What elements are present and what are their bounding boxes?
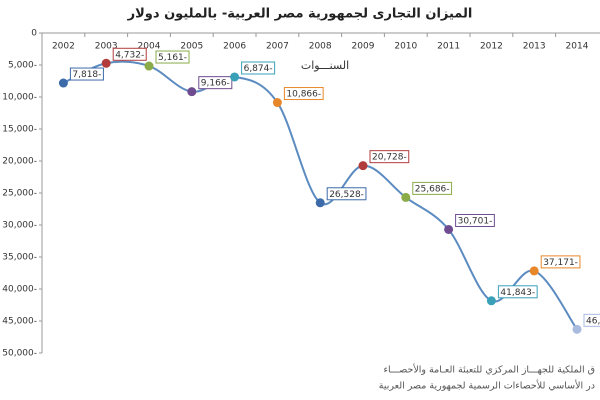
y-tick-label: 30,000-: [2, 221, 37, 231]
y-tick-label: 15,000-: [2, 125, 37, 135]
data-label: 6,874-: [244, 64, 273, 74]
y-tick-label: 5,000-: [8, 61, 37, 71]
data-label: 5,161-: [158, 53, 187, 63]
point: [401, 192, 411, 202]
point: [230, 72, 240, 82]
point: [187, 87, 197, 97]
data-label: 37,171-: [543, 258, 578, 268]
x-tick-label: 2013: [523, 42, 546, 52]
label-box: [455, 213, 495, 227]
label-box: [583, 313, 600, 327]
point: [101, 58, 111, 68]
label-box: [155, 50, 190, 64]
point: [144, 61, 154, 71]
point: [486, 296, 496, 306]
data-label: 4,732-: [115, 50, 144, 60]
x-tick-label: 2004: [138, 42, 161, 52]
label-box: [540, 255, 581, 269]
data-label: 46,: [586, 316, 600, 326]
data-label: 20,728-: [372, 153, 407, 163]
footer-line: ق الملكية للجهـــاز المركزي للتعبئة العـ…: [384, 364, 595, 376]
y-tick-label: 25,000-: [2, 189, 37, 199]
data-label: 41,843-: [500, 288, 535, 298]
x-axis-label: السنـــوات: [301, 59, 349, 72]
label-box: [497, 285, 538, 299]
x-tick-label: 2006: [223, 42, 246, 52]
point: [529, 266, 539, 276]
x-tick-label: 2005: [180, 42, 203, 52]
x-tick-label: 2008: [309, 42, 332, 52]
x-tick-label: 2012: [480, 42, 503, 52]
label-box: [241, 61, 276, 75]
point: [572, 324, 582, 334]
data-label: 30,701-: [458, 216, 493, 226]
data-label: 7,818-: [72, 70, 101, 80]
point: [58, 78, 68, 88]
data-label: 26,528-: [329, 190, 364, 200]
y-tick-label: 0: [31, 29, 37, 39]
label-box: [69, 67, 104, 81]
x-tick-label: 2014: [566, 42, 589, 52]
footer-line: در الأساسي للأحصاءات الرسمية لجمهورية مص…: [379, 380, 595, 392]
y-tick-label: 40,000-: [2, 285, 37, 295]
point: [358, 161, 368, 171]
y-tick-label: 50,000-: [2, 349, 37, 359]
point: [315, 198, 325, 208]
data-label: 10,866-: [286, 90, 321, 100]
y-tick-label: 10,000-: [2, 93, 37, 103]
data-label: 25,686-: [415, 184, 450, 194]
label-box: [283, 87, 324, 101]
label-box: [412, 181, 453, 195]
point: [444, 224, 454, 234]
chart-title: الميزان التجارى لجمهورية مصر العربية- با…: [127, 7, 473, 22]
y-tick-label: 20,000-: [2, 157, 37, 167]
label-box: [326, 187, 367, 201]
x-tick-label: 2010: [394, 42, 417, 52]
y-tick-label: 35,000-: [2, 253, 37, 263]
x-tick-label: 2011: [437, 42, 460, 52]
x-tick-label: 2009: [352, 42, 375, 52]
y-tick-label: 45,000-: [2, 317, 37, 327]
x-tick-label: 2003: [95, 42, 118, 52]
x-tick-label: 2002: [52, 42, 75, 52]
point: [272, 98, 282, 108]
data-label: 9,166-: [201, 79, 230, 89]
label-box: [198, 76, 233, 90]
label-box: [369, 150, 410, 164]
x-tick-label: 2007: [266, 42, 289, 52]
label-box: [112, 47, 147, 61]
